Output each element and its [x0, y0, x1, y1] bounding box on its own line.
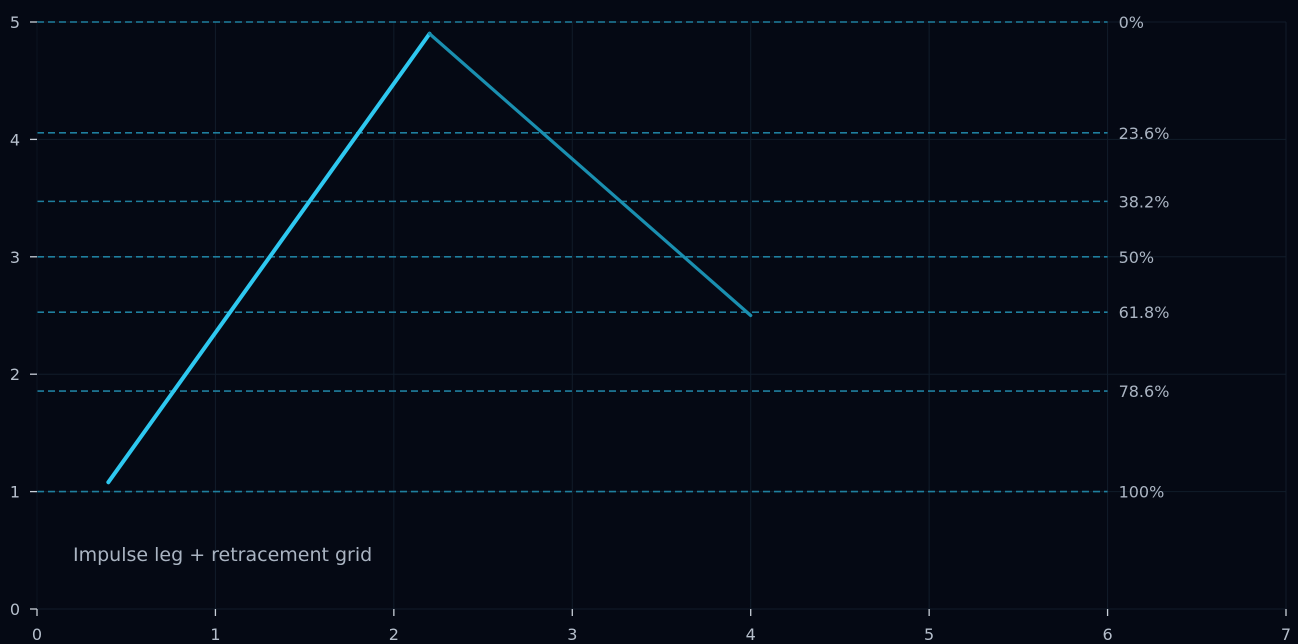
- y-tick-label: 3: [10, 248, 20, 267]
- x-tick-label: 3: [567, 625, 577, 644]
- level-label: 0%: [1119, 13, 1144, 32]
- x-tick-label: 2: [389, 625, 399, 644]
- y-tick-label: 5: [10, 13, 20, 32]
- level-label: 78.6%: [1119, 382, 1170, 401]
- y-tick-label: 2: [10, 365, 20, 384]
- impulse-line: [106, 31, 432, 485]
- chart-annotation: Impulse leg + retracement grid: [73, 544, 372, 566]
- x-tick-label: 6: [1102, 625, 1112, 644]
- y-tick-label: 0: [10, 600, 20, 619]
- x-tick-label: 1: [210, 625, 220, 644]
- x-tick-label: 0: [32, 625, 42, 644]
- level-label: 38.2%: [1119, 192, 1170, 211]
- x-tick-label: 4: [746, 625, 756, 644]
- axes-layer: 0 1 2 3 4 5 0 1 2 3 4 5 6 7: [10, 13, 1291, 644]
- level-label: 23.6%: [1119, 124, 1170, 143]
- x-tick-label: 7: [1281, 625, 1291, 644]
- level-label: 100%: [1119, 483, 1165, 502]
- level-label: 50%: [1119, 248, 1155, 267]
- grid-layer: [36, 21, 1287, 610]
- level-label: 61.8%: [1119, 303, 1170, 322]
- x-tick-label: 5: [924, 625, 934, 644]
- series-layer: [106, 31, 753, 485]
- y-tick-label: 1: [10, 483, 20, 502]
- y-tick-label: 4: [10, 130, 20, 149]
- retracement-levels: 0% 23.6% 38.2% 50% 61.8% 78.6% 100%: [37, 13, 1169, 502]
- retracement-line: [427, 32, 753, 318]
